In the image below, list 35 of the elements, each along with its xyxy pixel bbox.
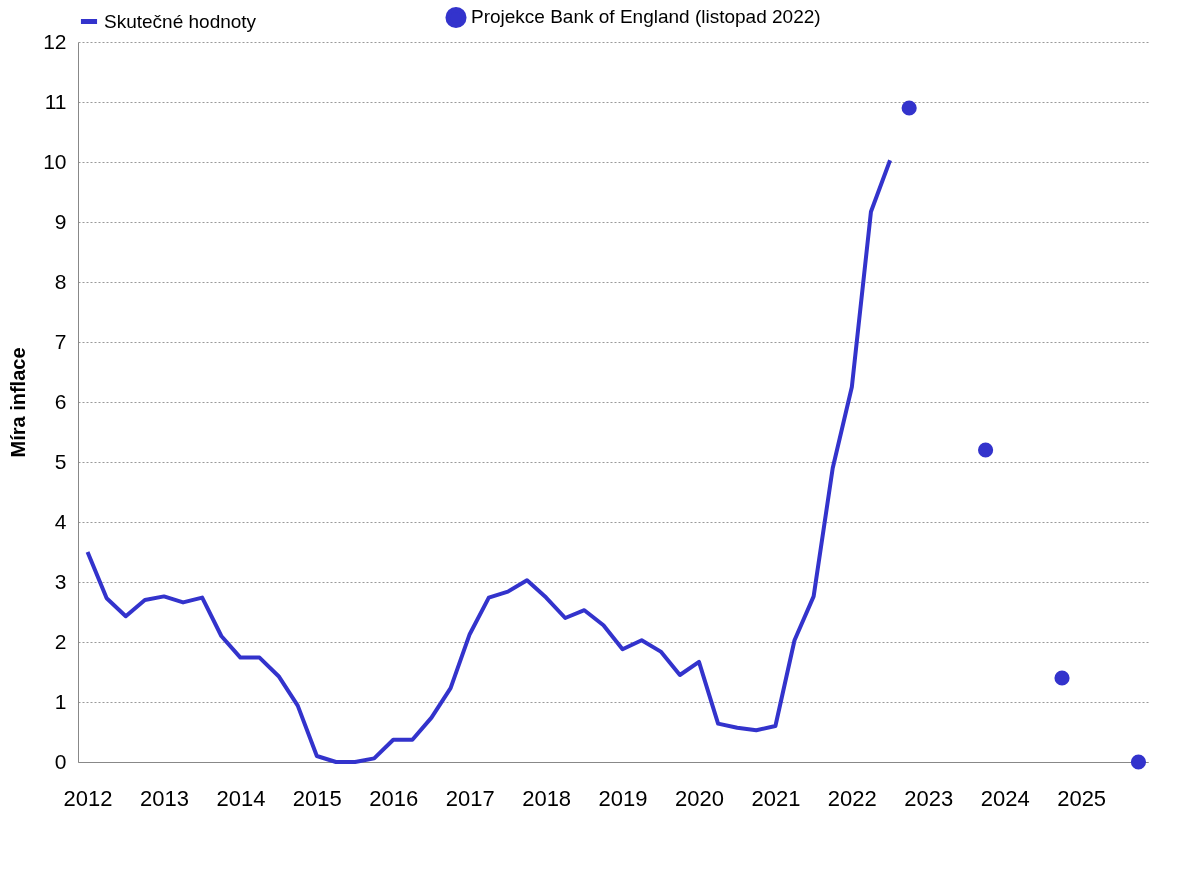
x-tick-label: 2018 (522, 785, 572, 811)
x-tick-label: 2021 (751, 785, 801, 811)
point (978, 442, 994, 458)
y-axis-title: Míra inflace (7, 347, 30, 458)
point (1130, 754, 1147, 770)
x-tick-label: 2016 (369, 785, 419, 811)
x-tick-label: 2012 (63, 785, 113, 811)
legend-label: Skutečné hodnoty (104, 10, 257, 32)
x-tick-label: 2025 (1057, 785, 1107, 811)
y-tick-label: 3 (54, 569, 67, 593)
y-tick-label: 4 (54, 509, 67, 533)
x-tick-label: 2024 (980, 785, 1030, 811)
x-tick-label: 2013 (140, 785, 189, 811)
y-tick-label: 11 (44, 89, 67, 113)
point (901, 100, 917, 116)
y-tick-label: 2 (54, 629, 67, 653)
y-tick-label: 5 (54, 449, 67, 473)
legend-label: Projekce Bank of England (listopad 2022) (471, 6, 821, 28)
y-tick-label: 7 (54, 329, 67, 353)
x-tick-label: 2022 (827, 785, 877, 811)
y-tick-label: 12 (43, 29, 67, 53)
y-tick-label: 1 (54, 689, 67, 713)
line-series (85, 158, 893, 764)
y-tick-label: 0 (54, 749, 67, 773)
y-tick-label: 6 (54, 389, 67, 413)
x-tick-label: 2019 (598, 785, 648, 811)
x-tick-label: 2020 (675, 785, 724, 811)
y-tick-label: 8 (54, 269, 67, 293)
x-tick-label: 2017 (445, 785, 495, 811)
y-tick-label: 10 (43, 149, 67, 173)
point (1054, 670, 1070, 686)
x-tick-label: 2014 (216, 785, 266, 811)
x-tick-label: 2015 (292, 785, 342, 811)
y-tick-label: 9 (54, 209, 67, 233)
x-tick-label: 2023 (904, 785, 954, 811)
